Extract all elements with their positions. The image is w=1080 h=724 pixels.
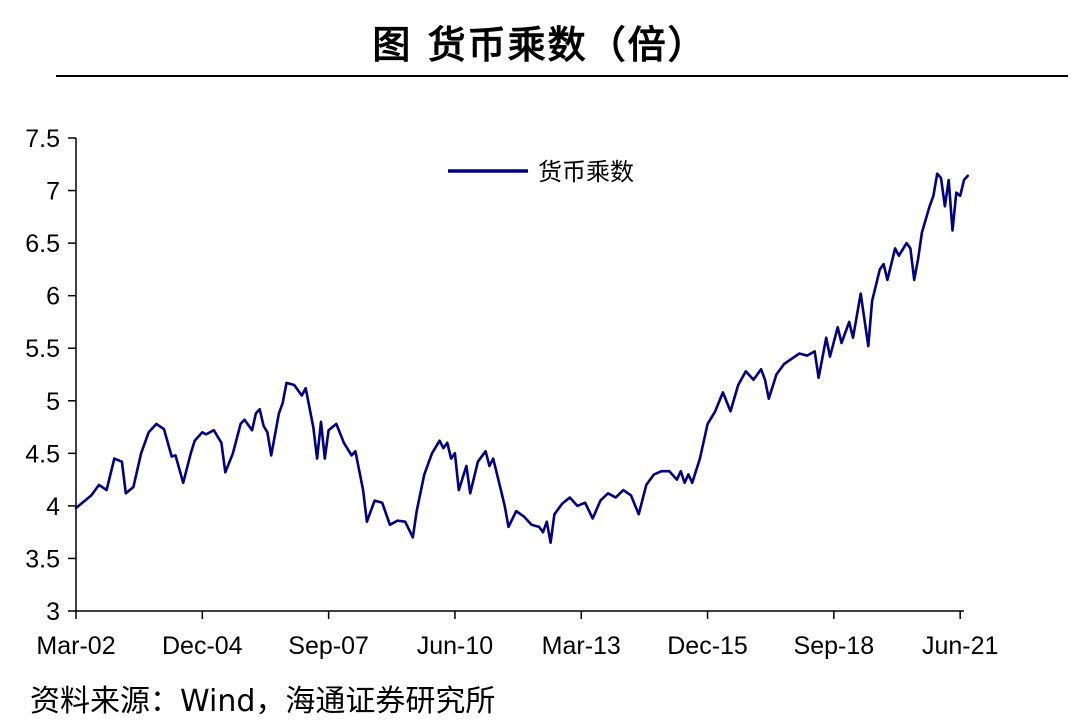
y-tick-label: 5.5 [25,335,60,363]
y-tick-label: 7 [46,178,60,206]
y-tick-label: 7.5 [25,125,60,153]
y-tick-label: 3.5 [25,545,60,573]
y-tick-label: 6.5 [25,230,60,258]
x-axis: Mar-02 Dec-04 Sep-07 Jun-10 Mar-13 Dec-15 Sep-… [36,610,998,660]
chart-title: 图 货币乘数（倍） [372,23,708,67]
line-chart: 3 3.5 4 4.5 5 5.5 6 6.5 7 7.5 Mar-02 Dec-04 Sep-07 J… [25,125,998,660]
source-note: 资料来源：Wind，海通证券研究所 [30,684,496,719]
x-tick-label: Mar-02 [36,632,115,660]
x-tick-label: Mar-13 [542,632,621,660]
x-tick-label: Dec-04 [162,632,243,660]
series-line-money-multiplier [74,172,970,544]
y-tick-label: 5 [46,388,60,416]
y-tick-label: 3 [46,598,60,626]
x-tick-label: Jun-21 [922,632,998,660]
series-layer [74,172,970,544]
x-tick-label: Dec-15 [667,632,748,660]
legend: 货币乘数 [448,158,634,186]
x-tick-label: Sep-07 [288,632,369,660]
y-tick-label: 6 [46,283,60,311]
x-tick-label: Jun-10 [417,632,493,660]
legend-label: 货币乘数 [538,158,634,186]
y-tick-label: 4 [46,493,60,521]
x-tick-label: Sep-18 [794,632,875,660]
y-tick-label: 4.5 [25,440,60,468]
title-underline [56,75,1068,77]
y-axis: 3 3.5 4 4.5 5 5.5 6 6.5 7 7.5 [25,125,77,626]
